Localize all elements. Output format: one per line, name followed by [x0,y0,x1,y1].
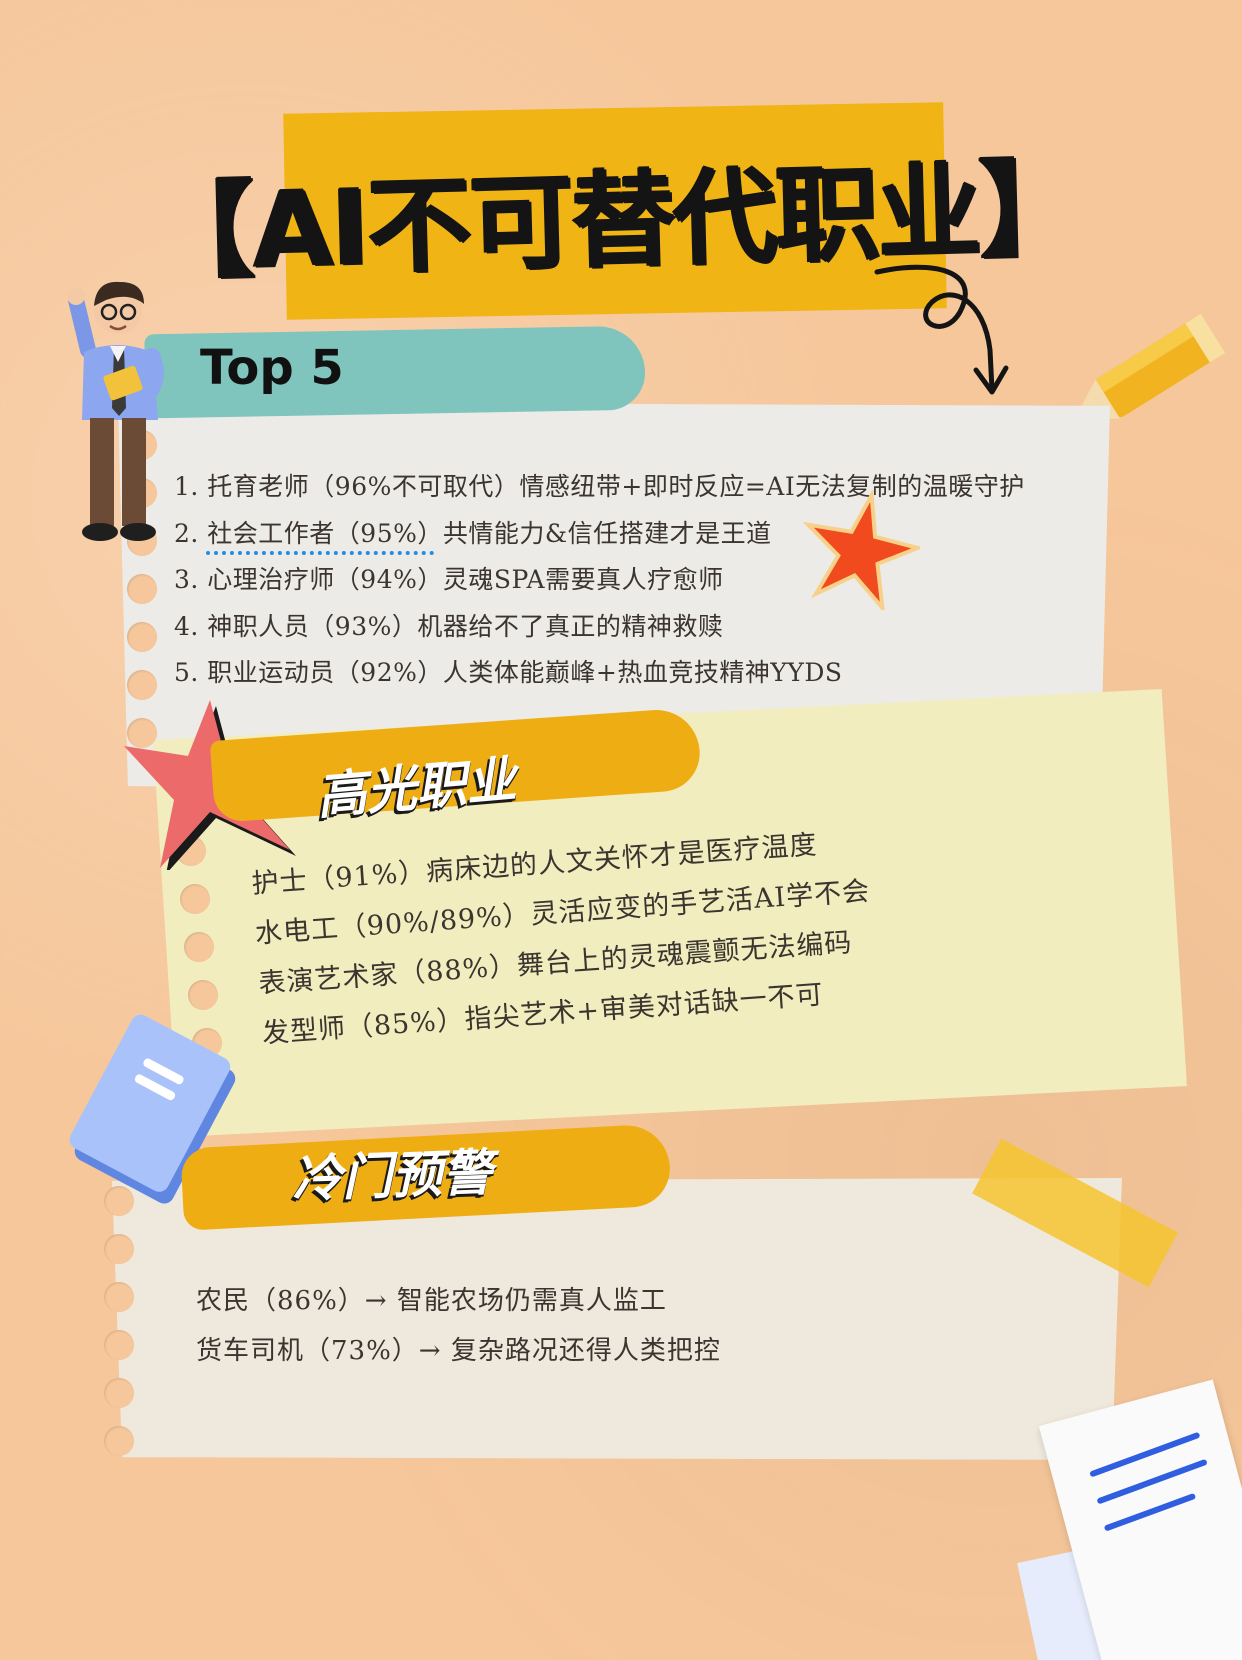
list-item: 货车司机（73%）→ 复杂路况还得人类把控 [196,1336,721,1366]
top5-list: 1. 托育老师（96%不可取代）情感纽带+即时反应=AI无法复制的温暖守护 2.… [174,464,1025,697]
book-icon [69,1014,236,1204]
paper-sheet-icon [1038,1379,1242,1660]
binder-hole [104,1186,134,1216]
dotted-underline [206,551,434,555]
cartoon-businessman-icon [67,281,164,541]
binder-hole [104,1330,134,1360]
binder-hole [127,622,157,652]
list-item: 4. 神职人员（93%）机器给不了真正的精神救赎 [174,611,724,641]
binder-hole [188,980,218,1010]
binder-hole [184,932,214,962]
curly-arrow-icon [874,264,1009,395]
list-item: 5. 职业运动员（92%）人类体能巅峰+热血竞技精神YYDS [174,658,843,687]
binder-hole [127,574,157,604]
section-heading-warning: 冷门预警 [291,1143,494,1209]
binder-hole [104,1378,134,1408]
binder-hole [180,884,210,914]
list-item: 2. 社会工作者（95%）共情能力&信任搭建才是王道 [174,518,772,548]
binder-hole [104,1282,134,1312]
section-heading-top5: Top 5 [200,340,344,396]
warning-list: 农民（86%）→ 智能农场仍需真人监工 货车司机（73%）→ 复杂路况还得人类把… [196,1276,721,1376]
binder-hole [127,670,157,700]
pencil-icon [1073,313,1226,421]
binder-hole [104,1234,134,1264]
list-item: 1. 托育老师（96%不可取代）情感纽带+即时反应=AI无法复制的温暖守护 [174,472,1025,501]
binder-hole [104,1426,134,1456]
list-item: 3. 心理治疗师（94%）灵魂SPA需要真人疗愈师 [174,565,724,594]
binder-hole [127,718,157,748]
sheet-lines [1089,1432,1207,1531]
list-item: 农民（86%）→ 智能农场仍需真人监工 [196,1286,667,1316]
star-icon [802,490,920,610]
